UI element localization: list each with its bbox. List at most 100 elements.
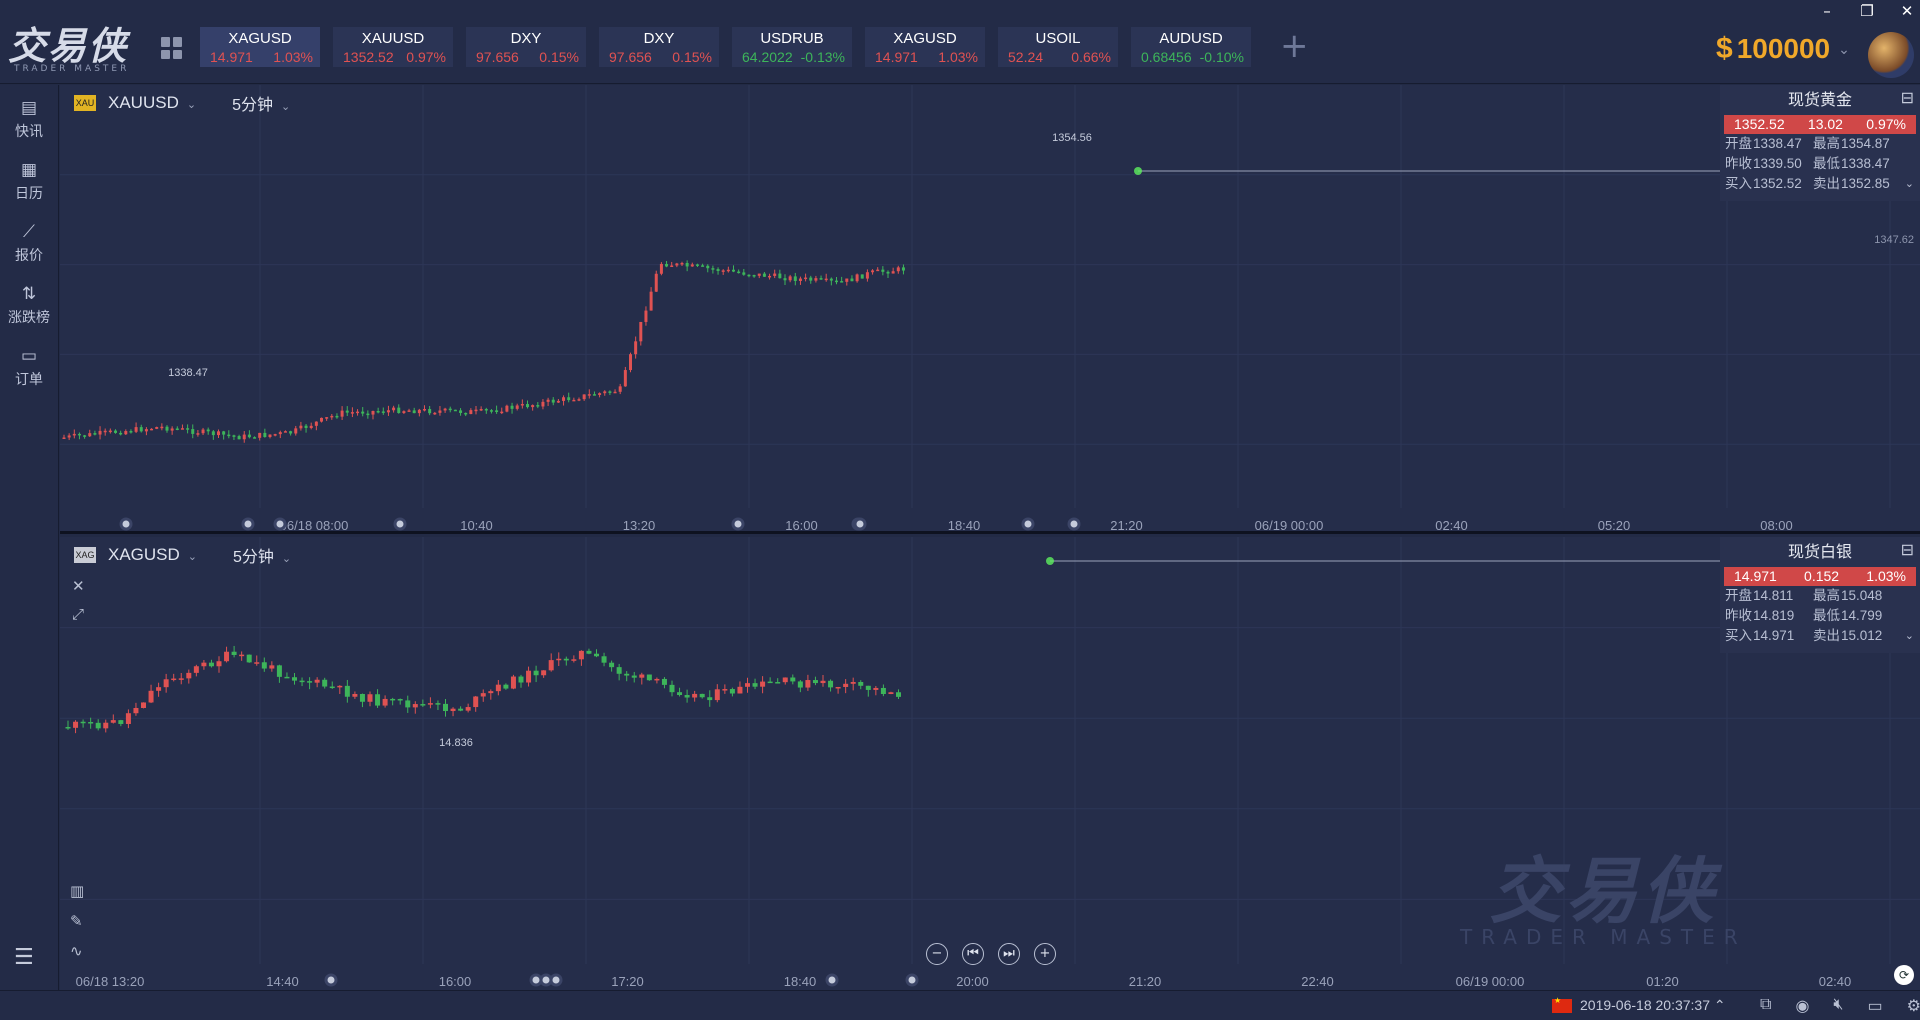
zoom-in-button[interactable]: + [1034,943,1056,965]
status-bar: 2019-06-18 20:37:37 ⌃ ⧉ ◉ 🔇︎ ▭ ⚙ [0,990,1920,1020]
candle-body [788,276,792,281]
candle-body [654,678,660,681]
tab-xagusd[interactable]: XAGUSD 14.971 1.03% [200,27,320,67]
sidebar-item-orders[interactable]: ▭ 订单 [0,333,58,395]
close-icon[interactable]: ✕ [72,577,85,595]
window-layout-icon[interactable]: ⧉ [1760,996,1772,1013]
candle-body [344,685,350,697]
menu-expand-icon[interactable]: ☰ [14,945,34,970]
chart-panel-xauusd[interactable]: 1352.52 1347.62 1354.56 1338.47 06/18 08:00 1… [60,85,1920,534]
candle-body [423,409,426,411]
candle-body [567,397,571,401]
expand-chevron-icon[interactable]: ⌄ [1904,178,1914,190]
candle-body [397,699,403,701]
x-tick-label: 08:00 [1760,518,1793,533]
chevron-down-icon: ⌄ [281,553,292,565]
add-tab-button[interactable]: + [1280,26,1309,66]
candle-body [762,273,766,277]
balance-dropdown[interactable]: $100000 ⌄ [1716,32,1850,66]
event-marker [324,973,338,987]
candle-body [283,431,287,433]
sidebar-item-quotes[interactable]: ⟋ 报价 [0,209,58,271]
grid-menu-icon[interactable] [161,37,183,59]
event-marker [853,517,867,531]
candle-body [397,407,401,414]
sidebar-item-news[interactable]: ▤ 快讯 [0,85,58,147]
candle-body [390,698,396,701]
timeframe-selector[interactable]: 5分钟 ⌄ [233,543,291,567]
candle-body [386,410,390,413]
sidebar-item-calendar[interactable]: ▦ 日历 [0,147,58,209]
panel-settings-icon[interactable]: ⊟ [1900,90,1914,107]
price-axis-label: 1347.62 [1874,234,1914,246]
fullscreen-icon[interactable]: ⤢ [72,605,85,623]
candle-body [376,410,380,413]
candle-body [356,411,360,414]
candle-body [232,435,236,437]
candle-body [850,278,854,282]
x-tick-label: 17:20 [611,974,644,989]
candle-body [809,277,813,281]
sidebar-item-label: 日历 [15,186,43,202]
symbol-selector[interactable]: XAGUSD ⌄ [108,545,197,565]
candle-body [767,681,773,684]
candle-body [118,720,124,724]
candle-body [329,686,335,689]
logo-text: 交易侠 [8,24,129,68]
scroll-end-button[interactable]: ⏭ [998,943,1020,965]
candle-body [276,665,282,677]
chat-icon[interactable]: ▭ [1867,998,1883,1015]
candle-body [783,278,787,281]
candle-body [114,430,117,433]
refresh-icon[interactable]: ⟳ [1894,965,1914,985]
candle-body [603,391,607,394]
symbol-selector[interactable]: XAUUSD ⌄ [108,93,196,113]
candlestick-chart-xauusd[interactable]: 1352.52 1347.62 1354.56 1338.47 06/18 08:00 1… [60,85,1920,534]
candle-body [453,409,457,412]
panel-settings-icon[interactable]: ⊟ [1900,542,1914,559]
mute-icon[interactable]: 🔇︎ [1833,996,1844,1013]
candle-body [680,262,684,265]
tab-xauusd[interactable]: XAUUSD 1352.52 0.97% [333,27,453,67]
draw-pen-icon[interactable]: ✎ [70,912,83,930]
candle-body [592,394,596,396]
order-clipboard-icon: ▭ [20,346,38,366]
tab-xagusd[interactable]: XAGUSD 14.971 1.03% [865,27,985,67]
china-flag-icon[interactable] [1552,996,1572,1013]
tab-usdrub[interactable]: USDRUB 64.2022 -0.13% [732,27,852,67]
tab-audusd[interactable]: AUDUSD 0.68456 -0.10% [1131,27,1251,67]
high-label: 最高 [1813,136,1840,151]
scroll-start-button[interactable]: ⏮ [962,943,984,965]
tab-values: 14.971 1.03% [865,49,985,65]
candle-body [850,681,856,684]
avatar[interactable] [1868,32,1914,78]
candle-body [433,412,437,415]
candle-body [65,727,71,729]
camera-icon[interactable]: ◉ [1795,998,1810,1015]
buy-label: 买入 [1725,176,1752,191]
candle-body [692,693,698,698]
tab-dxy[interactable]: DXY 97.656 0.15% [466,27,586,67]
indicator-icon[interactable]: ▥ [70,882,85,900]
zoom-out-button[interactable]: − [926,943,948,965]
candle-body [292,677,297,681]
tab-usoil[interactable]: USOIL 52.24 0.66% [998,27,1118,67]
candle-body [840,281,844,283]
watermark-text: 交易侠 [1489,849,1718,933]
expand-chevron-icon[interactable]: ⌄ [1904,630,1914,642]
candle-body [80,721,86,724]
sidebar-item-movers[interactable]: ⇅ 涨跌榜 [0,271,58,333]
close-window-button[interactable]: ✕ [1900,2,1914,20]
candle-body [474,409,478,412]
server-datetime[interactable]: 2019-06-18 20:37:37 ⌃ [1580,997,1726,1014]
restore-button[interactable]: ❐ [1860,2,1874,20]
tab-values: 52.24 0.66% [998,49,1118,65]
chart-tools: ✕ ⤢ [72,577,85,633]
tab-dxy[interactable]: DXY 97.656 0.15% [599,27,719,67]
candle-body [320,417,323,422]
timeframe-selector[interactable]: 5分钟 ⌄ [232,91,290,115]
waveform-icon[interactable]: ∿ [70,942,83,960]
minimize-button[interactable]: – [1823,2,1831,20]
settings-gear-icon[interactable]: ⚙ [1906,998,1920,1015]
